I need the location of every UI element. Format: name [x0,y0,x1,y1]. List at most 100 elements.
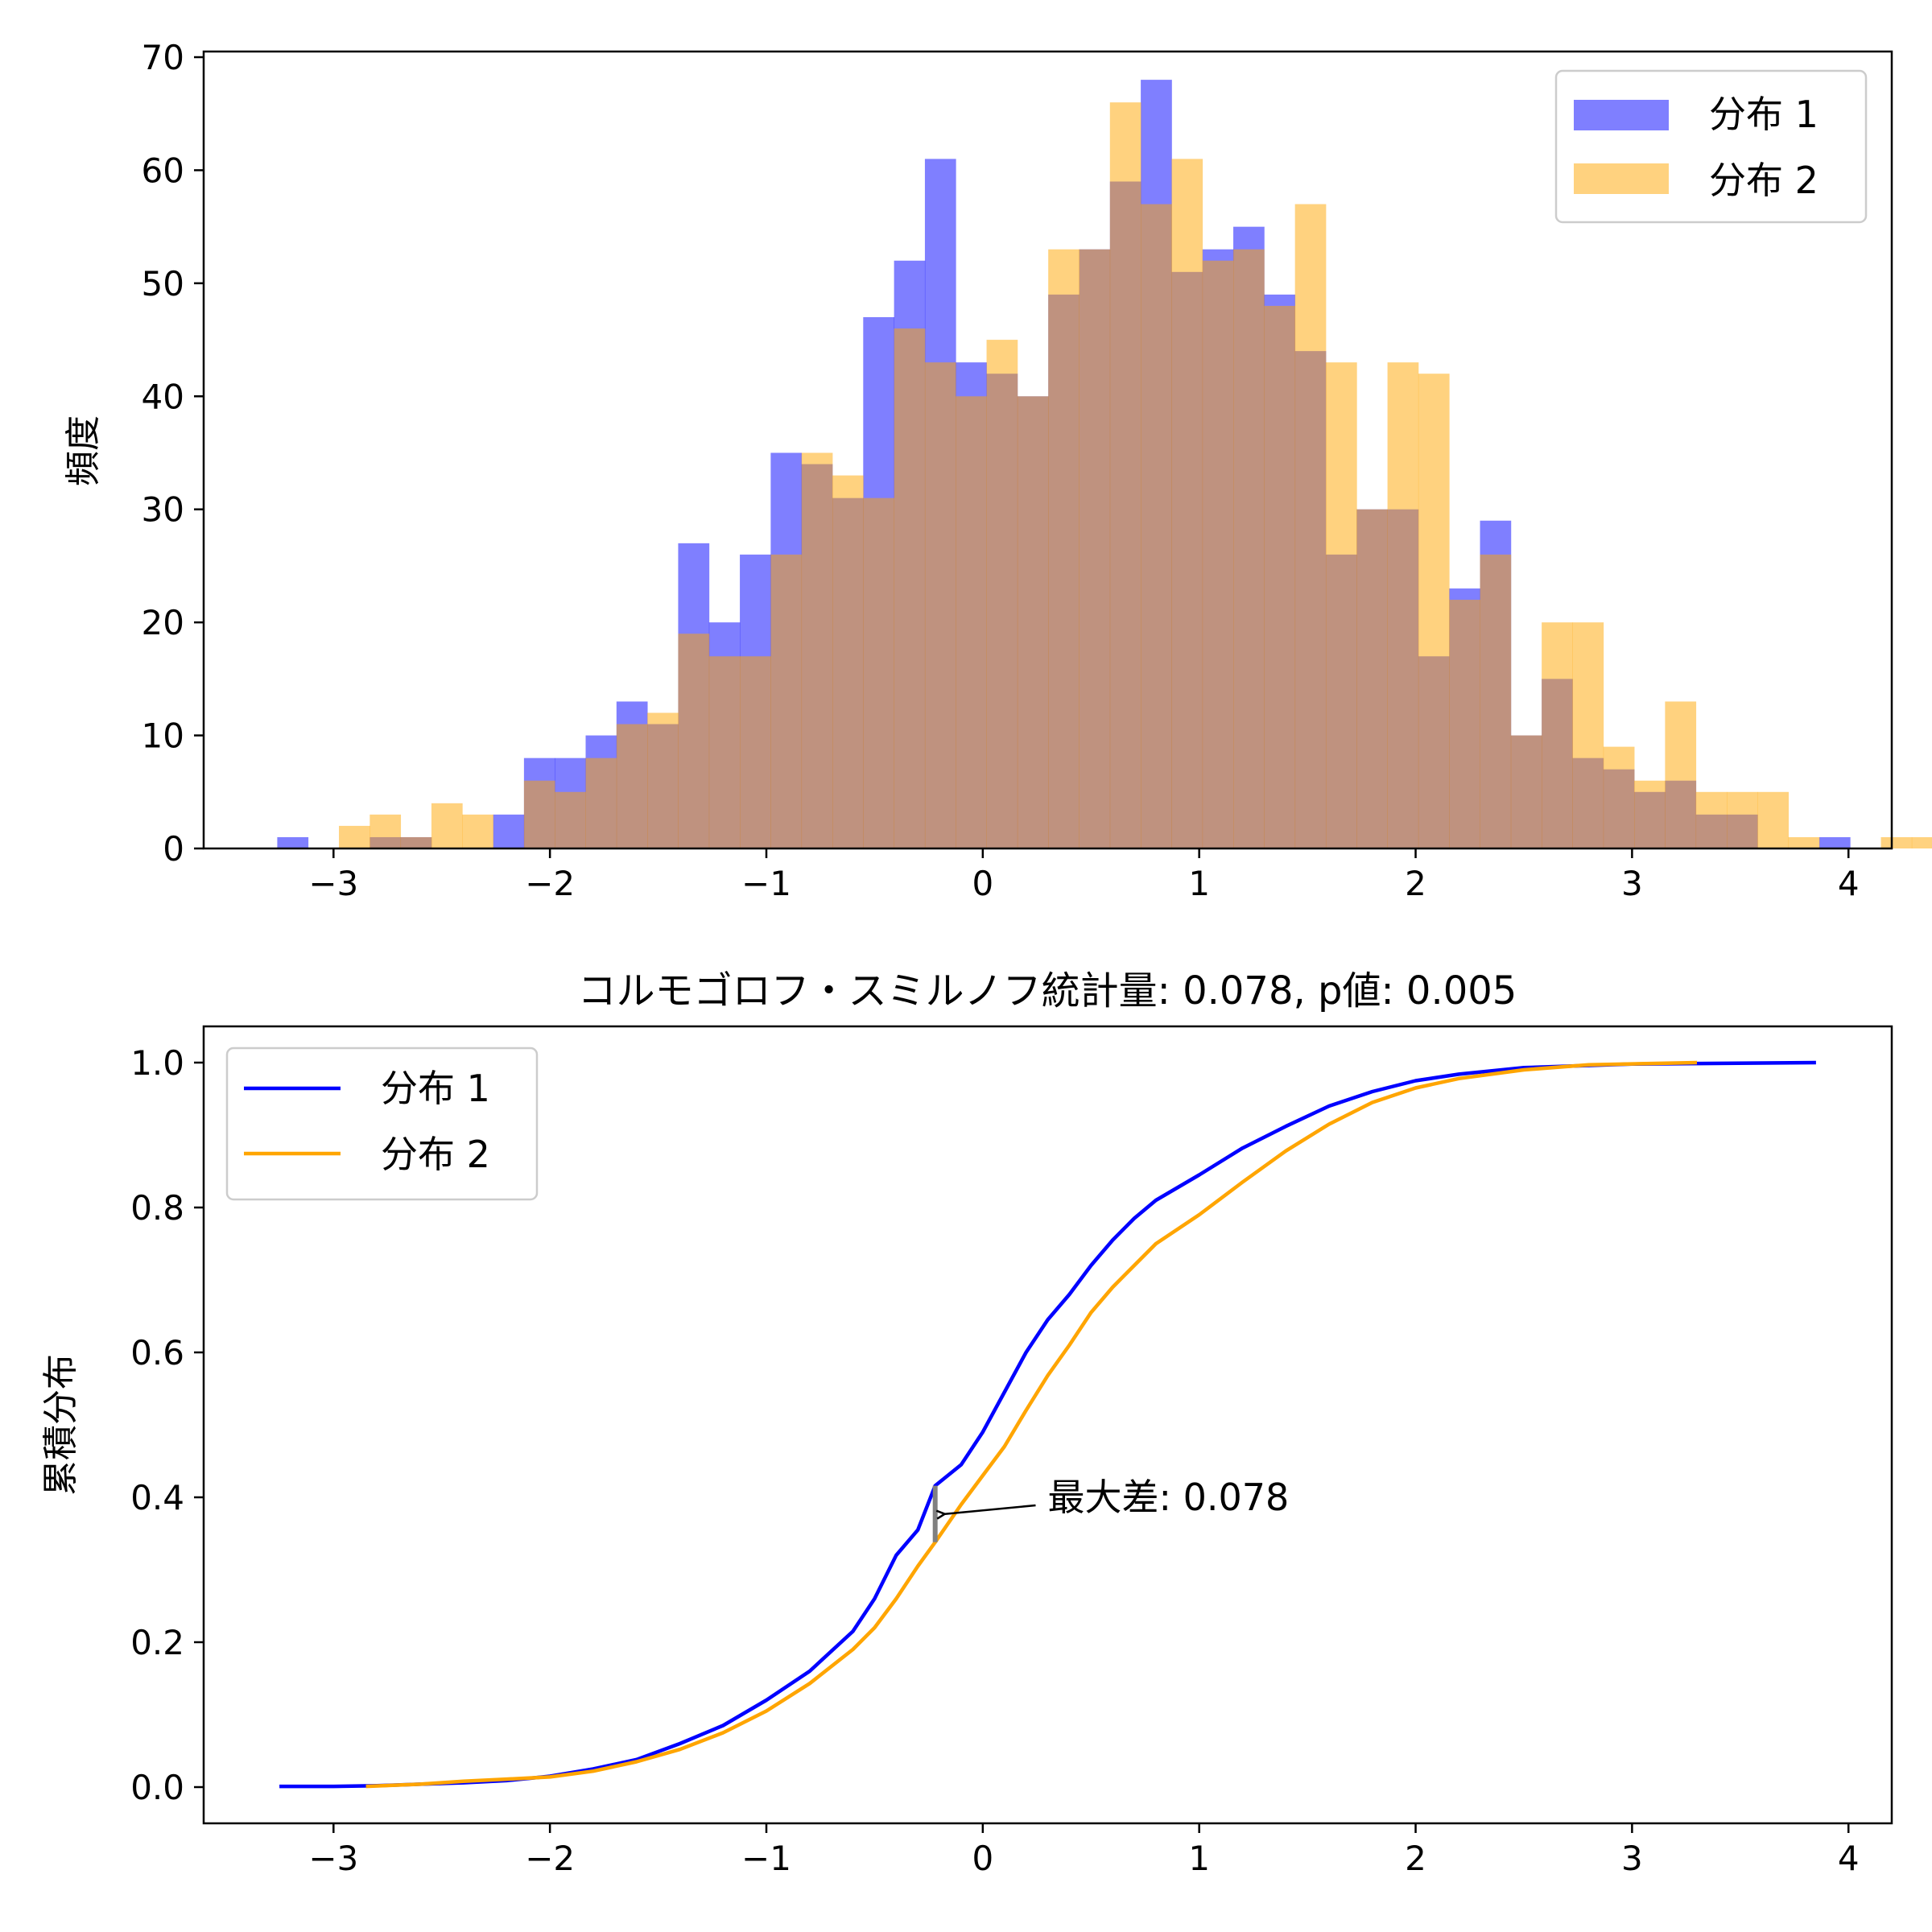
histogram-bar-s2-22 [956,396,987,848]
histogram-bar-s2-17 [801,452,833,848]
histogram-ytick-label: 10 [142,716,184,756]
ecdf-xtick-label: 4 [1838,1839,1860,1878]
histogram-xtick-label: −2 [525,864,575,903]
histogram-ytick-label: 50 [142,264,184,303]
histogram-bar-s2-36 [1387,362,1419,848]
histogram-legend-swatch-2 [1574,163,1669,194]
histogram-bar-s2-43 [1603,746,1635,848]
histogram-bar-s2-30 [1202,260,1234,848]
histogram-bar-s1-50 [1818,836,1851,848]
histogram-bar-s2-24 [1017,396,1049,848]
histogram-bar-s2-45 [1665,701,1697,848]
histogram-bar-s2-40 [1510,735,1542,848]
histogram-xtick-label: 4 [1838,864,1860,903]
histogram-bar-s2-41 [1542,622,1573,848]
histogram-bar-s2-16 [770,554,803,848]
histogram-bar-s1-7 [493,814,525,848]
ecdf-legend-label-2: 分布 2 [381,1133,490,1176]
ecdf-legend-label-1: 分布 1 [381,1067,490,1110]
histogram-ytick-label: 40 [142,377,184,416]
histogram-bar-s2-11 [616,724,648,848]
histogram-xtick-label: 0 [972,864,993,903]
ecdf-x-ticks: −3 −2 −1 0 1 2 3 4 [308,1823,1860,1878]
histogram-legend-swatch-1 [1574,100,1669,130]
ecdf-panel: コルモゴロフ・スミルノフ統計量: 0.078, p値: 0.005 最大差: 0… [40,968,1893,1878]
histogram-bar-s2-27 [1109,102,1141,848]
histogram-ytick-label: 0 [163,829,184,869]
histogram-bar-s2-14 [708,656,741,848]
ecdf-annotation: 最大差: 0.078 [932,1476,1289,1542]
histogram-bar-s2-21 [924,362,956,848]
histogram-bar-s2-12 [647,712,679,848]
ecdf-ylabel: 累積分布 [40,1354,81,1496]
histogram-bar-s2-34 [1325,362,1357,848]
histogram-bar-s2-52 [1880,836,1913,848]
histogram-bar-s2-46 [1695,791,1728,848]
histogram-bar-s2-3 [369,814,402,848]
histogram-bar-s2-49 [1788,836,1820,848]
histogram-bar-s2-23 [986,340,1018,849]
histogram-bar-s2-2 [339,825,370,848]
ecdf-lines [279,1060,1816,1789]
histogram-xtick-label: 1 [1188,864,1210,903]
histogram-bar-s2-29 [1171,159,1203,848]
histogram-bar-s2-6 [462,814,493,848]
histogram-bar-s2-4 [400,836,432,848]
histogram-bar-s2-39 [1480,554,1512,848]
histogram-bars [277,80,1932,849]
ecdf-xtick-label: 0 [972,1839,993,1878]
histogram-legend-label-2: 分布 2 [1709,159,1818,202]
histogram-bar-s2-35 [1356,509,1388,848]
histogram-legend-label-1: 分布 1 [1709,93,1818,136]
histogram-bar-s2-31 [1233,249,1265,848]
histogram-bar-s2-8 [523,780,555,848]
histogram-bar-s2-18 [832,475,864,848]
histogram-bar-s2-5 [431,803,463,848]
histogram-ytick-label: 60 [142,151,184,190]
histogram-bar-s2-20 [894,328,926,848]
ecdf-ytick-label: 0.4 [130,1478,184,1517]
ecdf-y-ticks: 0.0 0.2 0.4 0.6 0.8 1.0 [130,1043,204,1807]
ecdf-title: コルモゴロフ・スミルノフ統計量: 0.078, p値: 0.005 [578,968,1517,1013]
histogram-xtick-label: −3 [308,864,358,903]
histogram-bar-s2-28 [1141,204,1172,848]
ecdf-line-2 [365,1060,1698,1789]
histogram-xtick-label: 2 [1405,864,1426,903]
ecdf-legend-box [225,1046,539,1201]
histogram-xtick-label: −1 [741,864,791,903]
ecdf-xtick-label: 2 [1405,1839,1426,1878]
histogram-bar-s2-37 [1418,374,1450,849]
histogram-bar-s2-25 [1048,249,1080,848]
histogram-ytick-label: 20 [142,603,184,642]
histogram-xtick-label: 3 [1621,864,1643,903]
ecdf-xtick-label: −1 [741,1839,791,1878]
histogram-bar-s2-47 [1727,791,1758,848]
histogram-bar-s2-44 [1634,780,1666,848]
ecdf-legend: 分布 1 分布 2 [225,1046,539,1201]
histogram-ylabel: 頻度 [63,415,104,486]
histogram-panel: −3 −2 −1 0 1 2 3 4 0 10 20 30 40 50 60 70 頻度 分布 1 分布 2 [63,38,1932,903]
histogram-x-ticks: −3 −2 −1 0 1 2 3 4 [308,848,1860,903]
histogram-bar-s2-38 [1449,600,1480,848]
histogram-frame [202,50,1893,850]
max-difference-arrow [945,1504,1036,1514]
histogram-bar-s2-42 [1572,622,1604,848]
ecdf-ytick-label: 0.0 [130,1768,184,1807]
ecdf-ytick-label: 1.0 [130,1043,184,1083]
ecdf-xtick-label: 3 [1621,1839,1643,1878]
histogram-ytick-label: 70 [142,38,184,77]
ecdf-xtick-label: −3 [308,1839,358,1878]
histogram-bar-s1-0 [277,836,309,848]
histogram-bar-s2-26 [1079,249,1111,848]
histogram-legend: 分布 1 分布 2 [1554,69,1868,224]
histogram-bar-s2-32 [1264,305,1296,849]
ecdf-ytick-label: 0.6 [130,1333,184,1373]
histogram-bar-s2-19 [863,497,895,848]
histogram-bar-s2-13 [678,634,710,848]
histogram-bar-s2-15 [740,656,771,848]
ecdf-xtick-label: 1 [1188,1839,1210,1878]
ecdf-frame [202,1025,1893,1825]
ecdf-ytick-label: 0.2 [130,1623,184,1662]
histogram-bar-s2-53 [1911,836,1932,848]
